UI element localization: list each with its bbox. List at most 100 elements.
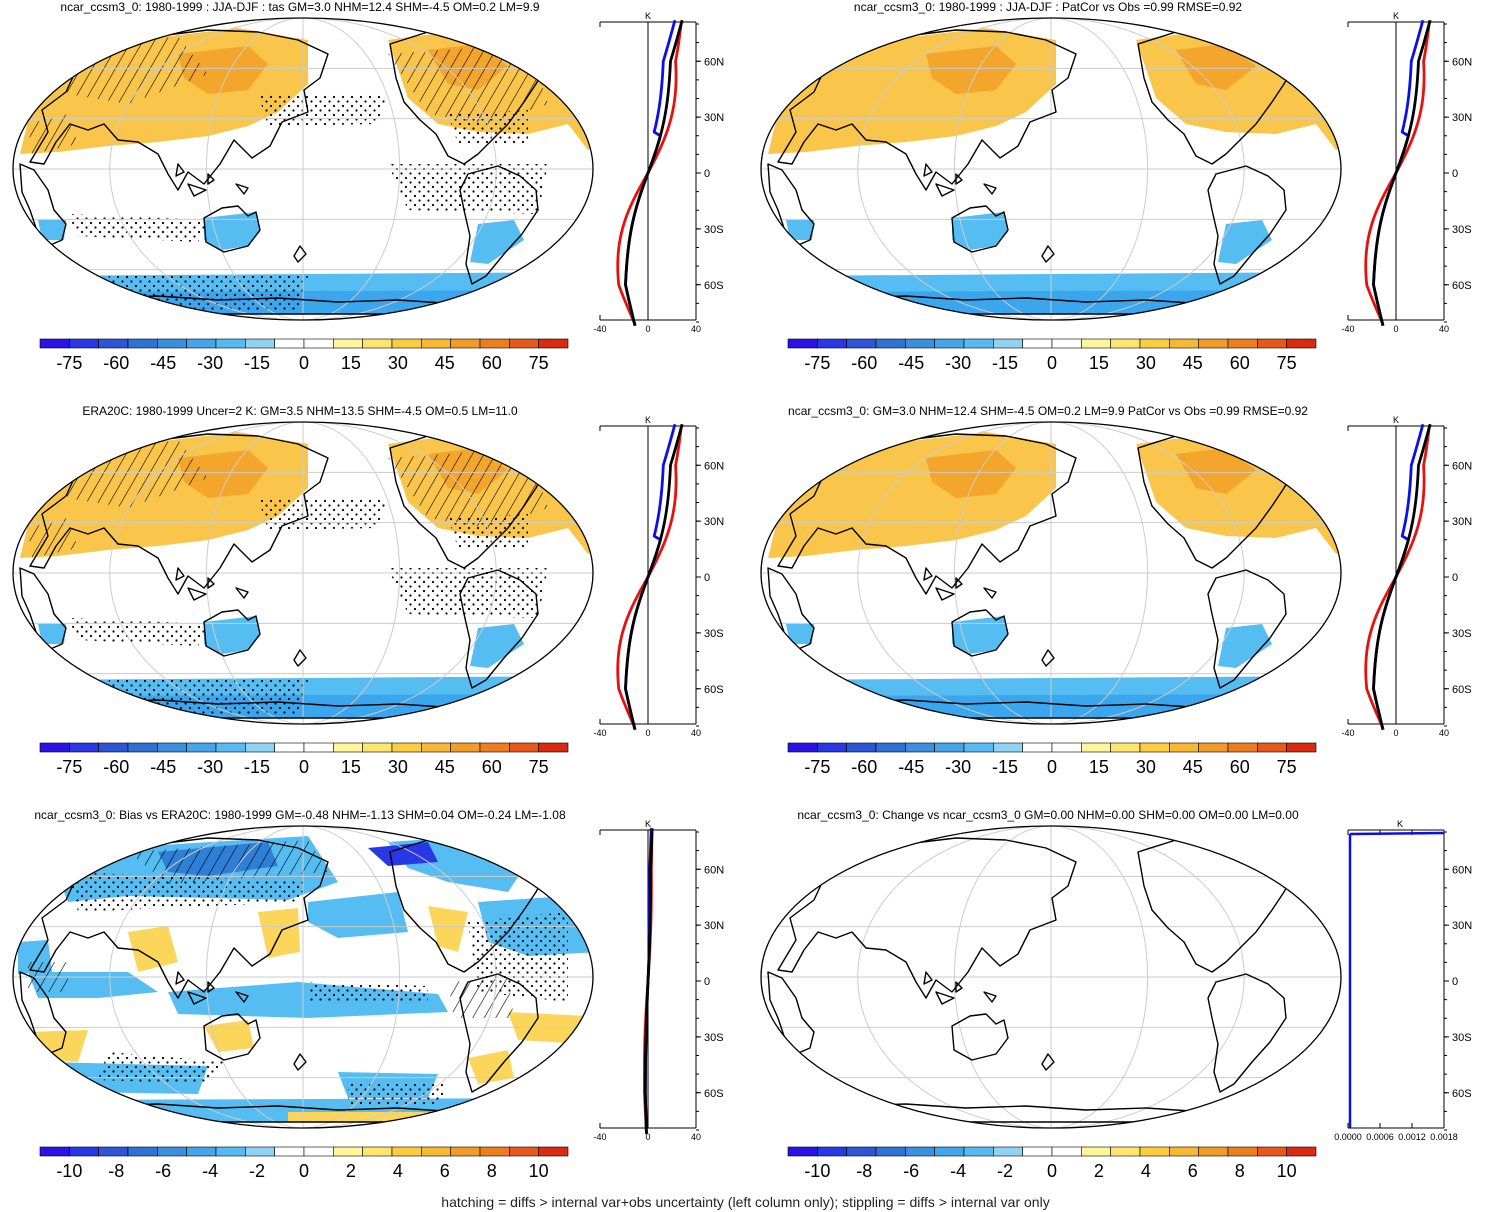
colorbar-label: 8 — [1235, 1161, 1245, 1181]
colorbar-swatch — [817, 1146, 847, 1157]
zonal-x-tick-label: 0 — [645, 324, 650, 334]
colorbar-swatch — [157, 338, 187, 349]
stippling-area — [448, 514, 528, 548]
colorbar-label: -2 — [249, 1161, 265, 1181]
colorbar-label: 75 — [529, 353, 549, 373]
lat-tick-label: 30S — [1452, 224, 1472, 236]
island-coastline — [955, 981, 963, 993]
stippling-area — [448, 110, 528, 144]
island-coastline — [235, 587, 249, 599]
panel-title: ncar_ccsm3_0: Change vs ncar_ccsm3_0 GM=… — [797, 808, 1299, 822]
lat-tick-label: 30S — [1452, 628, 1472, 640]
colorbar-label: 15 — [341, 353, 361, 373]
panel-model-stats: ncar_ccsm3_0: GM=3.0 NHM=12.4 SHM=-4.5 O… — [748, 404, 1491, 808]
coastline — [293, 245, 307, 263]
island-coastline — [955, 173, 963, 185]
coastline — [19, 567, 67, 651]
colorbar-label: 75 — [1277, 757, 1297, 777]
strong-warm-region — [178, 46, 268, 94]
colorbar-swatch — [1081, 338, 1111, 349]
colorbar-label: 15 — [1089, 757, 1109, 777]
colorbar-label: -75 — [56, 757, 82, 777]
colorbar-swatch — [963, 742, 994, 753]
coastline — [203, 1013, 261, 1061]
island-coastline — [187, 991, 207, 1005]
lat-tick-label: 60S — [704, 1088, 724, 1100]
colorbar-label: -60 — [103, 353, 129, 373]
stippling-area — [68, 618, 208, 646]
zonal-curve-black — [643, 828, 654, 1134]
zonal-curve-black — [1372, 19, 1432, 327]
coastline — [1207, 569, 1287, 689]
stippling-area — [388, 164, 548, 214]
island-coastline — [175, 971, 185, 985]
strong-warm-region — [1176, 44, 1256, 90]
zonal-curve-black — [624, 423, 684, 731]
graticule — [761, 826, 1341, 1128]
colorbar-label: -15 — [992, 757, 1018, 777]
world-map — [12, 17, 594, 321]
zonal-x-tick-label: -40 — [1341, 324, 1354, 334]
colorbar-label: 0 — [1047, 757, 1057, 777]
lat-tick-label: 60S — [704, 280, 724, 292]
colorbar-swatch — [993, 338, 1023, 349]
colorbar-label: -75 — [56, 353, 82, 373]
colorbar-label: -30 — [945, 757, 971, 777]
zonal-x-tick-label: 0.0006 — [1366, 1132, 1394, 1142]
coastline — [459, 569, 539, 689]
graticule — [13, 18, 593, 320]
colorbar-swatch — [993, 742, 1023, 753]
zonal-curve-black — [624, 19, 684, 327]
colorbar-label: 4 — [1141, 1161, 1151, 1181]
coastline — [1041, 1053, 1055, 1071]
colorbar-swatch — [98, 1146, 129, 1157]
colorbar-swatch — [1022, 1146, 1053, 1157]
colorbar-swatch — [303, 338, 334, 349]
stippling-area — [468, 912, 568, 1002]
stippling-area — [68, 214, 208, 242]
world-map — [12, 825, 594, 1129]
colorbar-swatch — [509, 742, 539, 753]
coastline — [951, 1013, 1009, 1061]
colorbar-swatch — [479, 742, 510, 753]
colorbar-swatch — [875, 742, 906, 753]
coastline — [459, 165, 539, 285]
island-coastline — [207, 577, 215, 589]
colorbar-label: 15 — [341, 757, 361, 777]
zonal-curve-blue — [624, 19, 677, 327]
panel-model-clim: ncar_ccsm3_0: 1980-1999 : JJA-DJF : tas … — [0, 0, 745, 404]
lat-tick-label: 0 — [1452, 572, 1458, 584]
colorbar-label: 30 — [388, 757, 408, 777]
colorbar-label: -4 — [202, 1161, 218, 1181]
colorbar-swatch — [1257, 1146, 1287, 1157]
colorbar-label: 60 — [482, 353, 502, 373]
colorbar-swatch — [69, 338, 99, 349]
lat-tick-label: 0 — [1452, 168, 1458, 180]
panel-model-patcor: ncar_ccsm3_0: 1980-1999 : JJA-DJF : PatC… — [748, 0, 1491, 404]
colorbar-swatch — [39, 742, 70, 753]
zonal-unit-label: K — [645, 11, 651, 21]
strong-warm-region — [926, 46, 1016, 94]
colorbar-label: 10 — [1277, 1161, 1297, 1181]
colorbar-swatch — [846, 338, 877, 349]
colorbar-swatch — [391, 742, 422, 753]
colorbar-swatch — [846, 742, 877, 753]
colorbar-label: 45 — [1183, 757, 1203, 777]
graticule — [761, 18, 1341, 320]
colorbar-swatch — [391, 1146, 422, 1157]
strong-cool-region — [770, 290, 1341, 314]
colorbar-swatch — [1081, 742, 1111, 753]
graticule — [761, 422, 1341, 724]
colorbar-label: -15 — [244, 757, 270, 777]
zonal-change-curve — [1349, 831, 1445, 836]
colorbar-label: 30 — [1136, 353, 1156, 373]
warm-bias-region — [128, 926, 178, 972]
world-map — [760, 17, 1342, 321]
colorbar-swatch — [303, 1146, 334, 1157]
zonal-x-tick-label: 0.0012 — [1398, 1132, 1426, 1142]
lat-tick-label: 60S — [704, 684, 724, 696]
colorbar-swatch — [186, 338, 217, 349]
cool-anomaly-region — [470, 220, 524, 264]
colorbar-swatch — [362, 1146, 393, 1157]
colorbar-label: 0 — [299, 353, 309, 373]
